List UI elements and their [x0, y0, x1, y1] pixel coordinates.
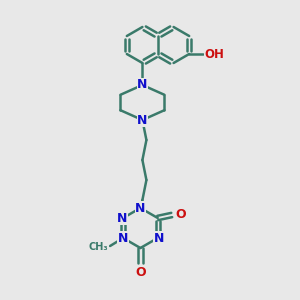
- Text: N: N: [117, 212, 127, 224]
- Text: OH: OH: [204, 47, 224, 61]
- Text: O: O: [176, 208, 186, 221]
- Text: O: O: [135, 266, 146, 278]
- Text: N: N: [137, 113, 148, 127]
- Text: N: N: [154, 232, 164, 244]
- Text: N: N: [118, 232, 128, 244]
- Text: CH₃: CH₃: [88, 242, 108, 252]
- Text: N: N: [135, 202, 146, 214]
- Text: N: N: [137, 79, 148, 92]
